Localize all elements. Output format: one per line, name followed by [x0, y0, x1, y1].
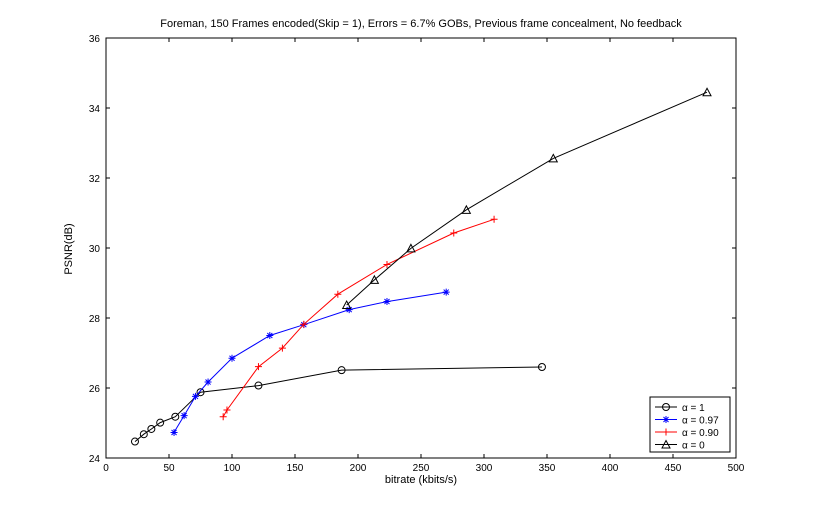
x-tick-label: 0 [103, 463, 109, 474]
star-marker [266, 332, 274, 339]
y-tick-label: 36 [89, 34, 101, 45]
legend-entry: α = 1 [655, 403, 705, 414]
triangle-marker [702, 87, 712, 97]
y-tick-label: 26 [89, 384, 101, 395]
x-tick-label: 350 [539, 463, 556, 474]
y-tick-label: 32 [89, 174, 101, 185]
triangle-marker [461, 204, 472, 214]
chart-title: Foreman, 150 Frames encoded(Skip = 1), E… [160, 18, 682, 30]
series-layer [130, 87, 712, 446]
y-tick-label: 34 [89, 104, 101, 115]
plus-marker [334, 290, 342, 298]
triangle-marker [406, 243, 416, 253]
y-tick-label: 24 [89, 454, 101, 465]
legend-entry: α = 0.90 [655, 428, 719, 439]
plus-marker [450, 229, 458, 237]
x-tick-label: 100 [224, 463, 241, 474]
y-tick-label: 28 [89, 314, 101, 325]
circle-marker [196, 388, 205, 397]
plus-marker [383, 260, 391, 268]
series-2 [219, 215, 498, 421]
legend: α = 1 α = 0.97α = 0.90 α = 0 [649, 396, 731, 453]
legend-label: α = 0.90 [682, 428, 719, 439]
circle-marker [147, 424, 156, 433]
star-marker [180, 412, 188, 420]
circle-marker [130, 437, 139, 446]
circle-marker [337, 366, 346, 375]
circle-marker [139, 430, 148, 439]
series-3 [341, 87, 712, 310]
plus-marker [662, 428, 670, 436]
legend-label: α = 0.97 [682, 416, 719, 427]
plus-marker [219, 413, 227, 421]
plus-marker [223, 406, 231, 414]
star-marker [383, 298, 391, 306]
x-tick-label: 400 [602, 463, 619, 474]
series-line [134, 366, 543, 442]
y-axis-ticks: 24 26 28 30 32 34 36 [89, 34, 736, 465]
legend-label: α = 0 [682, 441, 705, 452]
star-marker [228, 354, 236, 362]
x-axis-label: bitrate (kbits/s) [385, 474, 457, 486]
star-marker [345, 306, 353, 314]
y-axis-label: PSNR(dB) [63, 223, 75, 274]
triangle-marker [341, 299, 352, 310]
star-marker [191, 392, 199, 400]
x-tick-label: 250 [413, 463, 430, 474]
y-tick-label: 30 [89, 244, 101, 255]
legend-box [649, 396, 731, 453]
triangle-marker [369, 274, 380, 284]
plus-marker [300, 320, 308, 328]
circle-marker [171, 412, 180, 421]
plus-marker [490, 215, 498, 223]
circle-marker [537, 363, 546, 371]
legend-entry: α = 0 [655, 439, 705, 452]
x-tick-label: 300 [476, 463, 493, 474]
x-tick-label: 50 [163, 463, 175, 474]
star-marker [170, 428, 178, 436]
star-marker [662, 416, 670, 423]
circle-marker [156, 418, 165, 427]
x-tick-label: 200 [350, 463, 367, 474]
series-line [346, 91, 708, 306]
legend-label: α = 1 [682, 403, 705, 414]
circle-marker [662, 403, 670, 411]
series-1 [170, 288, 450, 436]
x-axis-ticks: 0 50 100 150 200 250 300 350 400 450 500 [103, 38, 745, 474]
plus-marker [278, 344, 286, 352]
series-line [173, 291, 447, 433]
x-tick-label: 450 [665, 463, 682, 474]
x-tick-label: 150 [287, 463, 304, 474]
legend-entry: α = 0.97 [655, 416, 719, 427]
plus-marker [254, 363, 262, 371]
triangle-marker [548, 153, 559, 163]
triangle-marker [661, 439, 671, 449]
star-marker [204, 378, 212, 386]
x-tick-label: 500 [728, 463, 745, 474]
series-0 [130, 363, 546, 446]
star-marker [442, 288, 450, 296]
circle-marker [254, 381, 263, 390]
